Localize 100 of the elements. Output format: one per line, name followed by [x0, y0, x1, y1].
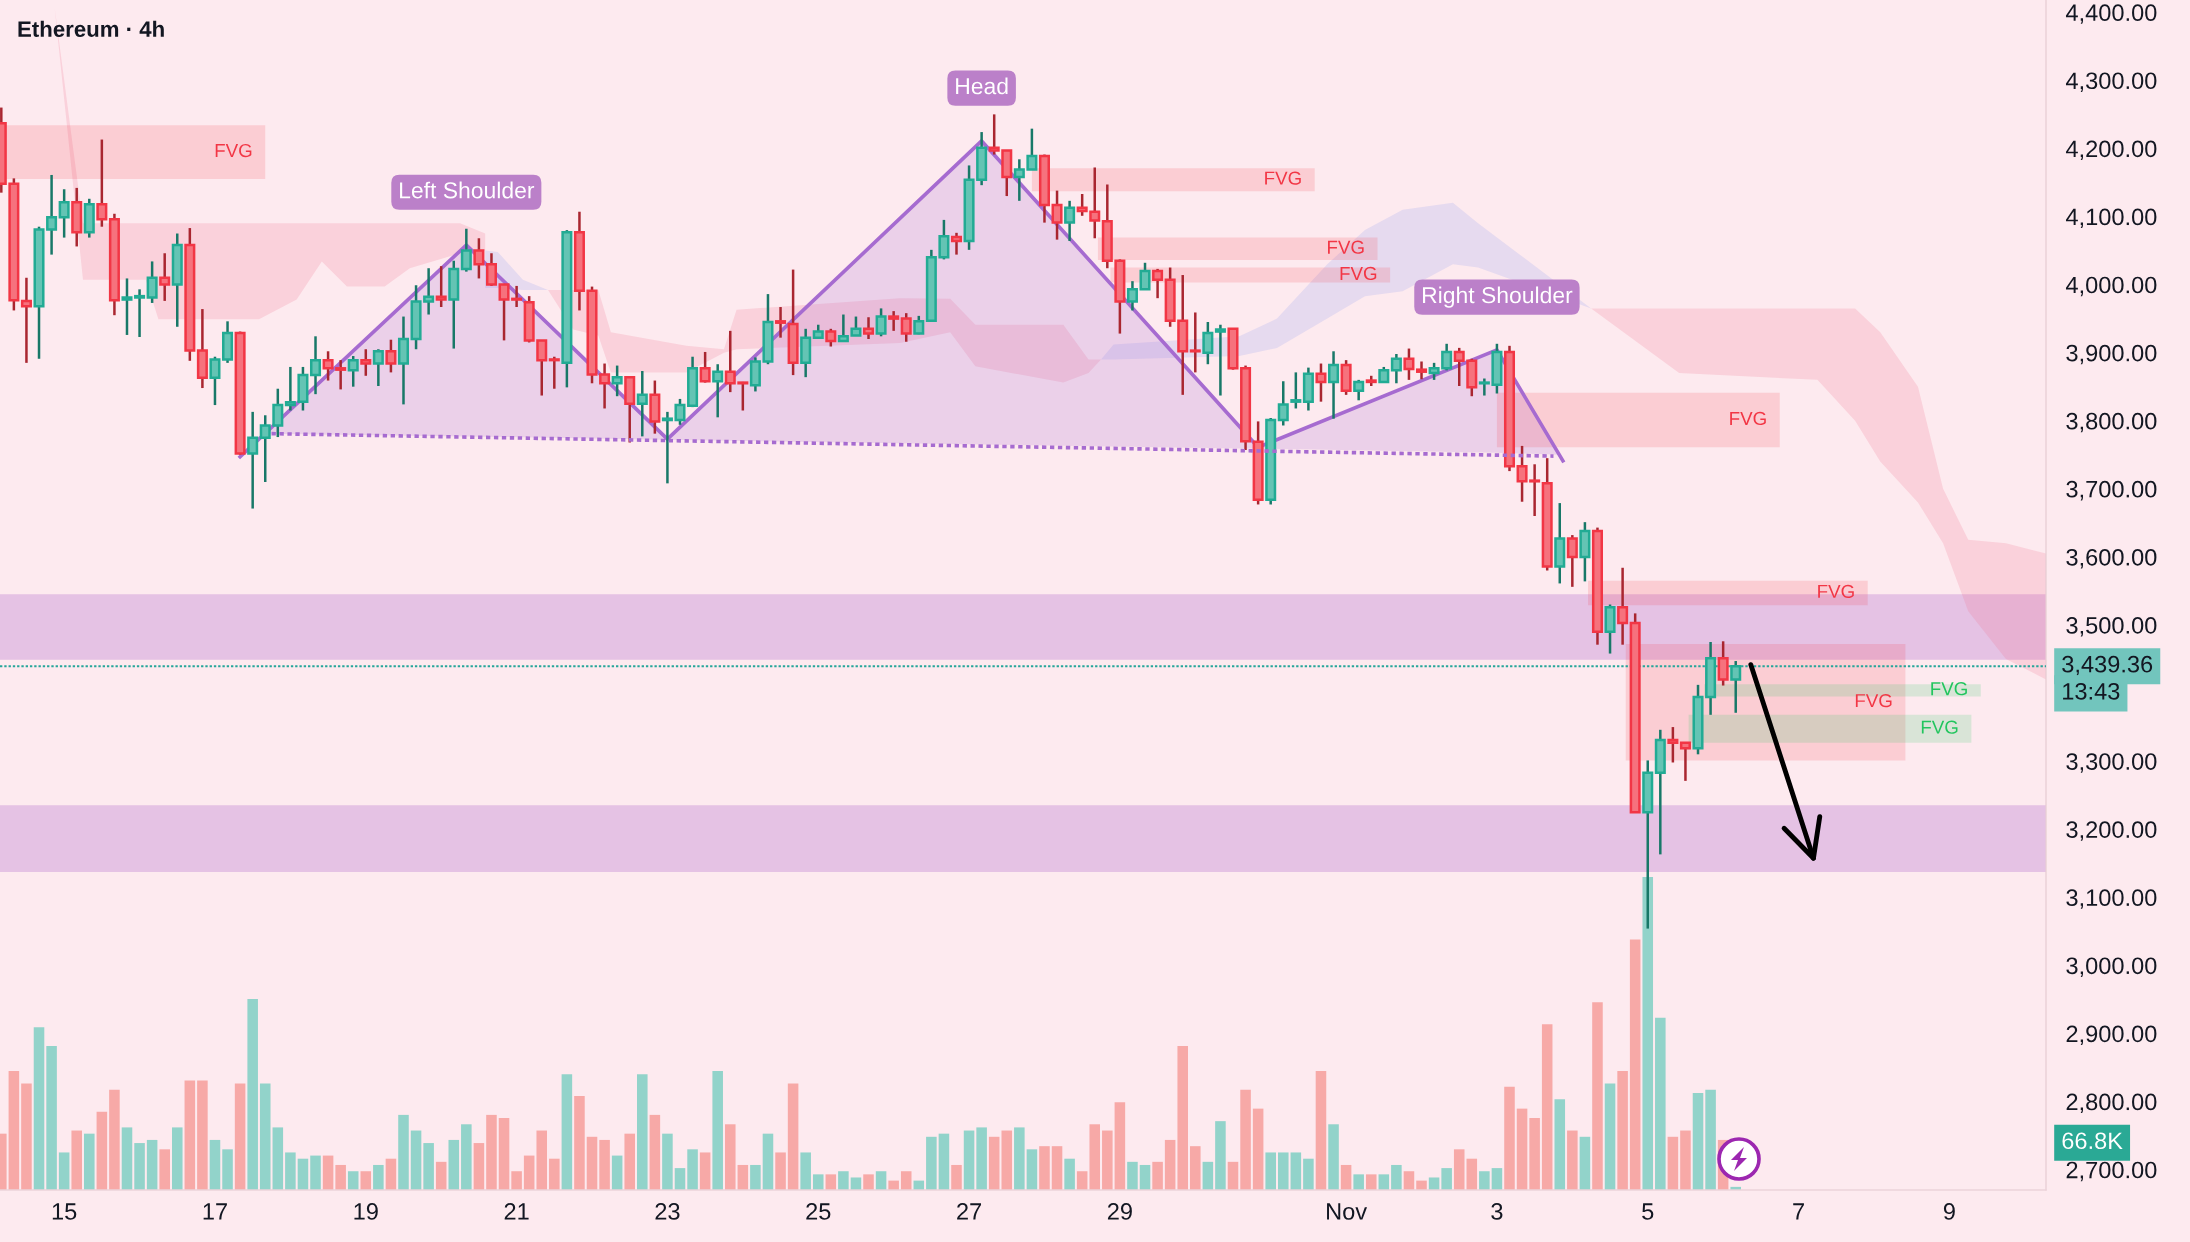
candlestick	[1189, 311, 1201, 374]
bar	[1680, 1130, 1691, 1190]
candlestick	[1202, 320, 1214, 366]
bar	[812, 1174, 824, 1190]
bar	[750, 1164, 761, 1190]
legend-label: FVG	[1730, 411, 1766, 426]
bar	[1504, 1086, 1515, 1190]
bar	[322, 1155, 334, 1190]
bar	[850, 1177, 862, 1190]
bar	[8, 1071, 20, 1190]
x-tick-label: 19	[354, 1203, 378, 1220]
bar	[1642, 877, 1654, 1190]
bar	[1567, 1130, 1578, 1190]
annotation: Right Shoulder	[1423, 286, 1573, 308]
candlestick	[146, 260, 158, 305]
bar	[423, 1143, 434, 1190]
bar	[360, 1171, 372, 1190]
bar	[96, 1111, 108, 1190]
bar	[687, 1149, 698, 1190]
candlestick	[1328, 350, 1340, 420]
bar	[410, 1130, 422, 1190]
legend-label: FVG	[1931, 682, 1967, 696]
bar	[1227, 1161, 1239, 1190]
bar	[1265, 1152, 1276, 1190]
bar	[574, 1096, 585, 1190]
bar	[1491, 1168, 1503, 1190]
bar	[1340, 1164, 1352, 1190]
bar	[1378, 1174, 1390, 1190]
candlestick	[58, 188, 70, 239]
candlestick	[385, 338, 397, 374]
bar	[699, 1152, 711, 1190]
bar	[46, 1046, 57, 1190]
candlestick	[1214, 323, 1226, 397]
bar	[926, 1136, 937, 1190]
bar	[1579, 1136, 1591, 1190]
bar	[84, 1133, 95, 1190]
bar	[549, 1158, 560, 1190]
bar	[1290, 1152, 1302, 1190]
bar	[1617, 1071, 1628, 1190]
bar	[285, 1152, 296, 1190]
bar	[1001, 1130, 1013, 1190]
bar	[1604, 1083, 1616, 1190]
candlestick	[435, 264, 447, 309]
bar	[637, 1074, 648, 1190]
candlestick	[1315, 362, 1327, 403]
bar	[297, 1158, 309, 1190]
bar	[1114, 1102, 1126, 1190]
bar	[649, 1114, 661, 1190]
candlestick	[611, 364, 623, 398]
bar	[1051, 1146, 1063, 1190]
text: 13:43	[2063, 682, 2120, 700]
bar	[511, 1171, 522, 1190]
text: 66.8K	[2062, 1132, 2123, 1150]
bar	[21, 1083, 32, 1190]
bar	[310, 1155, 321, 1190]
candlestick	[712, 362, 724, 419]
x-tick-label: 21	[504, 1203, 529, 1220]
candlestick	[1290, 371, 1302, 410]
y-tick-label: 4,000.00	[2065, 276, 2157, 297]
text: Ethereum · 4h	[18, 20, 164, 37]
candlestick	[247, 410, 259, 510]
y-tick-label: 2,900.00	[2066, 1025, 2157, 1045]
bar	[1516, 1108, 1528, 1190]
bar	[624, 1133, 635, 1190]
bar	[1453, 1149, 1465, 1190]
bar	[1039, 1146, 1050, 1190]
bar	[561, 1074, 573, 1190]
candlestick	[460, 227, 472, 273]
bar	[1655, 1017, 1666, 1190]
bar	[347, 1171, 359, 1190]
bar	[976, 1127, 987, 1190]
bar	[1102, 1130, 1113, 1190]
bar	[58, 1152, 70, 1190]
bar	[1089, 1124, 1101, 1190]
ref-line-label: 3,439.36	[2062, 655, 2153, 676]
candlestick	[360, 347, 372, 378]
bar	[247, 999, 258, 1190]
bar	[1064, 1158, 1075, 1190]
bar	[963, 1130, 975, 1190]
bar	[1139, 1164, 1151, 1190]
candlestick	[485, 252, 497, 288]
candlestick	[159, 252, 171, 303]
bar	[1152, 1161, 1163, 1190]
bar	[1014, 1127, 1025, 1190]
bar	[1353, 1174, 1364, 1190]
legend-label: FVG	[1340, 266, 1377, 281]
bar	[1190, 1146, 1201, 1190]
candlestick	[1064, 199, 1076, 243]
bar	[335, 1164, 346, 1190]
candlestick	[209, 355, 221, 407]
legend-label: FVG	[1818, 584, 1854, 598]
candlestick	[1353, 378, 1365, 402]
bar	[498, 1118, 510, 1190]
candlestick	[888, 309, 900, 333]
legend-label: FVG	[1921, 720, 1958, 734]
bar	[1215, 1121, 1226, 1190]
bar	[1554, 1099, 1566, 1190]
bar	[1629, 939, 1641, 1190]
bar	[825, 1174, 837, 1190]
bar	[1303, 1158, 1314, 1190]
